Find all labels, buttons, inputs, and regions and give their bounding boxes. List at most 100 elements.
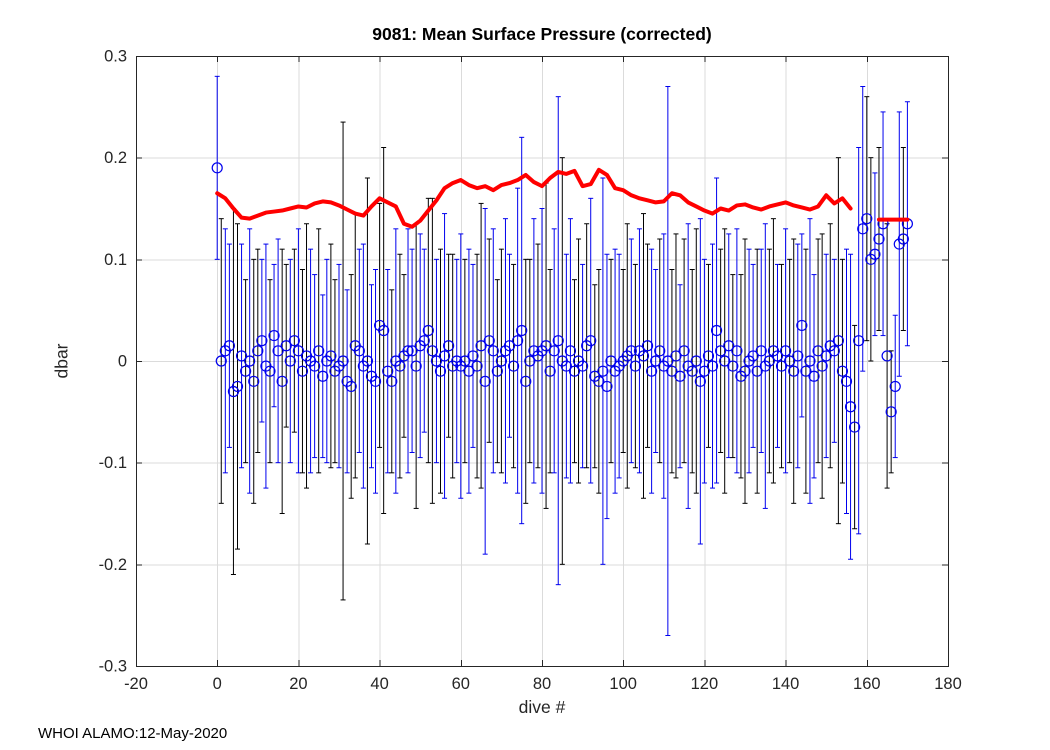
data-point-circle	[792, 350, 804, 362]
data-point-circle	[516, 324, 528, 337]
chart-title: 9081: Mean Surface Pressure (corrected)	[372, 24, 712, 44]
data-point-circle	[719, 355, 731, 367]
data-point-circle	[369, 375, 382, 387]
data-point-circle	[654, 345, 666, 357]
x-tick-label: 60	[452, 675, 470, 693]
data-point-circle	[443, 340, 455, 352]
x-tick-label: 40	[370, 675, 388, 693]
data-point-circle	[698, 365, 711, 377]
data-point-circle	[520, 375, 532, 387]
data-point-circle	[597, 365, 609, 377]
data-point-circle	[394, 360, 406, 372]
data-point-circle	[564, 345, 577, 357]
data-point-circle	[256, 335, 268, 347]
data-point-circle	[666, 365, 678, 377]
data-point-circle	[386, 375, 398, 387]
data-point-circle	[828, 345, 840, 357]
data-point-circle	[836, 365, 849, 377]
data-point-circle	[747, 350, 759, 362]
data-point-circle	[215, 355, 227, 367]
x-tick-label: 140	[772, 675, 800, 693]
data-point-circle	[292, 345, 304, 357]
data-point-circle	[430, 355, 443, 367]
data-point-circle	[694, 375, 706, 387]
y-tick-label: 0	[118, 353, 127, 371]
data-point-circle	[755, 345, 767, 357]
data-point-circle	[410, 360, 422, 372]
watermark-text: WHOI ALAMO:12-May-2020	[38, 725, 228, 742]
data-point-circle	[268, 329, 280, 342]
data-point-circle	[779, 345, 792, 357]
data-point-circle	[231, 380, 244, 393]
data-point-circle	[288, 335, 300, 347]
data-point-circle	[426, 345, 438, 357]
data-point-circle	[605, 355, 617, 367]
data-point-circle	[248, 375, 260, 387]
data-point-circle	[467, 350, 479, 362]
data-point-circle	[487, 345, 499, 357]
data-point-circle	[832, 335, 844, 347]
data-point-circle	[820, 350, 832, 362]
data-point-circle	[702, 350, 715, 362]
data-point-circle	[808, 370, 820, 382]
y-tick-label: 0.1	[104, 251, 127, 269]
x-tick-label: 180	[934, 675, 962, 693]
data-point-circle	[593, 375, 605, 387]
data-point-circle	[503, 340, 516, 352]
data-point-circle	[690, 355, 702, 367]
data-point-circle	[784, 355, 796, 367]
data-point-circle	[678, 345, 690, 357]
data-point-circle	[313, 345, 325, 357]
y-tick-label: -0.3	[99, 658, 127, 676]
data-point-circle	[869, 248, 881, 260]
data-point-circle	[507, 360, 520, 372]
data-point-circle	[727, 360, 739, 372]
x-tick-label: 0	[213, 675, 222, 693]
data-point-circle	[540, 340, 552, 352]
data-point-circle	[552, 335, 564, 347]
data-point-circle	[662, 355, 674, 367]
data-point-circle	[524, 355, 536, 367]
data-point-circle	[483, 335, 495, 347]
data-point-circle	[463, 365, 475, 377]
data-point-circle	[479, 375, 491, 387]
data-point-circle	[881, 350, 893, 362]
data-point-circle	[422, 324, 434, 337]
data-point-circle	[382, 365, 394, 377]
data-point-circle	[670, 350, 682, 362]
data-point-circle	[739, 365, 751, 377]
y-tick-label: 0.3	[104, 48, 127, 66]
data-point-circle	[771, 350, 784, 362]
data-point-circle	[491, 365, 503, 377]
data-point-circle	[812, 345, 824, 357]
data-point-circle	[816, 360, 828, 372]
data-point-circle	[646, 365, 658, 377]
data-point-circle	[576, 360, 589, 372]
x-tick-label: 80	[533, 675, 551, 693]
data-point-circle	[471, 360, 483, 372]
data-point-circle	[434, 365, 447, 377]
data-point-circle	[800, 365, 812, 377]
data-point-circle	[873, 233, 885, 245]
data-point-circle	[438, 350, 451, 362]
x-tick-label: 100	[609, 675, 637, 693]
data-point-circle	[641, 340, 654, 352]
data-point-circle	[568, 365, 581, 377]
y-tick-label: -0.1	[99, 454, 127, 472]
data-point-circle	[560, 360, 572, 372]
data-point-circle	[353, 345, 365, 357]
data-point-circle	[601, 380, 613, 393]
data-point-circle	[548, 345, 560, 357]
data-point-circle	[889, 380, 901, 393]
data-point-circle	[337, 355, 349, 367]
data-point-circle	[244, 355, 256, 367]
data-point-circle	[796, 319, 808, 332]
x-tick-label: 20	[289, 675, 307, 693]
data-point-circle	[402, 345, 414, 357]
data-point-circle	[418, 335, 430, 347]
data-point-circle	[276, 375, 288, 387]
data-point-circle	[406, 345, 418, 357]
data-point-circle	[495, 355, 507, 367]
data-point-circle	[459, 355, 471, 367]
y-axis-label: dbar	[51, 343, 72, 379]
